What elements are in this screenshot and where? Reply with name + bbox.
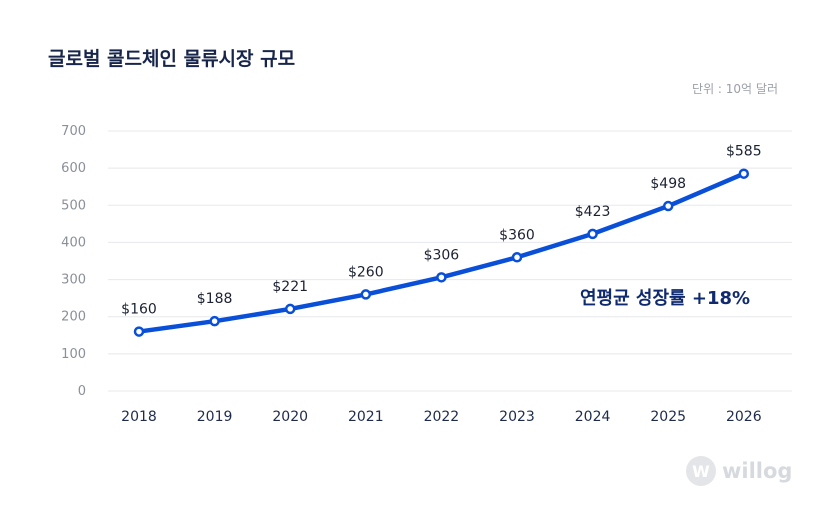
willog-logo: W willog (686, 456, 792, 486)
logo-text: willog (722, 459, 793, 483)
y-axis-ticks: 0 100 200 300 400 500 600 700 (61, 124, 86, 399)
logo-icon: W (686, 456, 716, 486)
y-tick-label: 600 (61, 161, 86, 176)
data-point (133, 326, 145, 337)
y-tick-label: 500 (61, 198, 86, 213)
data-label: $306 (424, 247, 460, 263)
x-tick-label: 2022 (424, 409, 460, 425)
data-points (133, 168, 750, 337)
data-point (284, 303, 296, 315)
y-tick-label: 400 (61, 235, 86, 250)
data-label: $423 (575, 204, 611, 220)
data-label: $360 (499, 227, 535, 243)
data-label: $498 (650, 176, 686, 192)
data-labels: $160 $188 $221 $260 $306 $360 $423 $498 $585 (121, 144, 761, 318)
data-point (436, 272, 447, 283)
x-tick-label: 2019 (197, 409, 233, 425)
data-point (738, 168, 750, 179)
data-label: $160 (121, 302, 157, 318)
x-tick-label: 2025 (650, 409, 686, 425)
grid-lines (108, 130, 792, 392)
y-tick-label: 100 (61, 347, 86, 362)
y-tick-label: 300 (61, 273, 86, 288)
data-point (360, 289, 372, 300)
data-label: $585 (726, 144, 762, 160)
cagr-annotation: 연평균 성장률 +18% (580, 288, 750, 309)
y-tick-label: 0 (78, 384, 86, 399)
data-point (662, 200, 674, 212)
data-label: $260 (348, 264, 384, 280)
x-tick-label: 2024 (575, 409, 611, 425)
x-tick-label: 2023 (499, 409, 535, 425)
x-axis-ticks: 2018 2019 2020 2021 2022 2023 2024 2025 2026 (121, 409, 762, 425)
data-point (511, 252, 523, 263)
x-tick-label: 2018 (121, 409, 157, 425)
data-point (209, 315, 220, 327)
data-label: $221 (272, 279, 308, 295)
y-tick-label: 700 (61, 124, 86, 139)
data-point (587, 228, 598, 240)
x-tick-label: 2020 (272, 409, 308, 425)
unit-label: 단위 : 10억 달러 (692, 82, 778, 96)
x-tick-label: 2026 (726, 409, 762, 425)
y-tick-label: 200 (61, 310, 86, 325)
chart-title: 글로벌 콜드체인 물류시장 규모 (48, 48, 296, 70)
data-label: $188 (197, 291, 233, 307)
x-tick-label: 2021 (348, 409, 384, 425)
